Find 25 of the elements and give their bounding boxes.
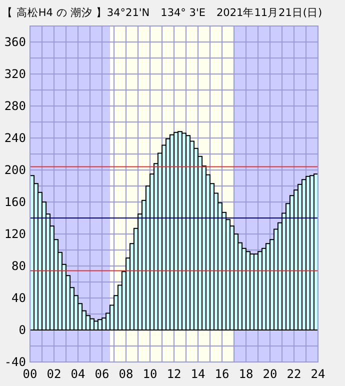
y-tick-label: 80 (12, 259, 26, 273)
y-tick-label: 280 (4, 99, 26, 113)
x-tick-label: 18 (238, 367, 254, 381)
x-tick-label: 16 (214, 367, 230, 381)
x-tick-label: 10 (142, 367, 158, 381)
y-tick-label: 160 (4, 195, 26, 209)
y-tick-label: 240 (4, 131, 26, 145)
y-tick-label: 40 (12, 291, 26, 305)
x-tick-label: 02 (46, 367, 62, 381)
y-tick-label: 320 (4, 67, 26, 81)
x-tick-label: 20 (262, 367, 278, 381)
y-tick-label: 200 (4, 163, 26, 177)
y-tick-label: 360 (4, 35, 26, 49)
chart-title: 【 高松H4 の 潮汐 】34°21'N 134° 3'E 2021年11月21日(日) (2, 6, 322, 19)
x-tick-label: 06 (94, 367, 110, 381)
x-tick-label: 14 (190, 367, 206, 381)
x-tick-label: 04 (70, 367, 86, 381)
x-tick-label: 08 (118, 367, 134, 381)
x-tick-label: 12 (166, 367, 182, 381)
x-tick-label: 22 (286, 367, 302, 381)
y-tick-label: -40 (4, 355, 26, 369)
y-tick-label: 120 (4, 227, 26, 241)
y-tick-label: 0 (18, 323, 26, 337)
x-tick-label: 00 (22, 367, 38, 381)
x-tick-label: 24 (310, 367, 326, 381)
